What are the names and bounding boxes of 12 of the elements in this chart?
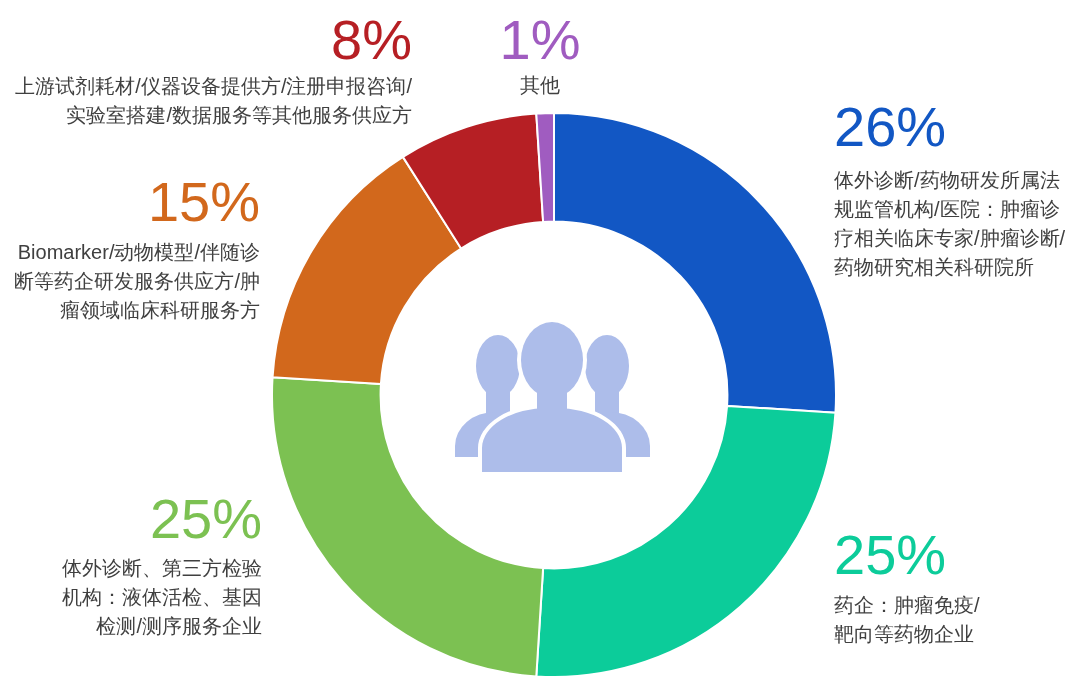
data-label: 25% [149, 487, 262, 550]
slice-label: 体外诊断/药物研发所属法规监管机构/医院：肿瘤诊疗相关临床专家/肿瘤诊断/药物研究相关科研院所 [834, 168, 1066, 280]
data-label: 25% [834, 523, 947, 586]
slice-label: 上游试剂耗材/仪器设备提供方/注册申报咨询/实验室搭建/数据服务等其他服务供应方 [14, 74, 412, 128]
data-label: 26% [834, 95, 947, 158]
slice-label: 体外诊断、第三方检验机构：液体活检、基因检测/测序服务企业 [61, 556, 262, 639]
data-label: 1% [499, 8, 581, 71]
slice-label: 其他 [520, 73, 560, 98]
data-label: 8% [331, 8, 412, 71]
slice-label: 药企：肿瘤免疫/靶向等药物企业 [834, 593, 981, 647]
slice-label: Biomarker/动物模型/伴随诊断等药企研发服务供应方/肿瘤领域临床科研服务方 [13, 240, 260, 323]
data-label: 15% [147, 170, 260, 233]
